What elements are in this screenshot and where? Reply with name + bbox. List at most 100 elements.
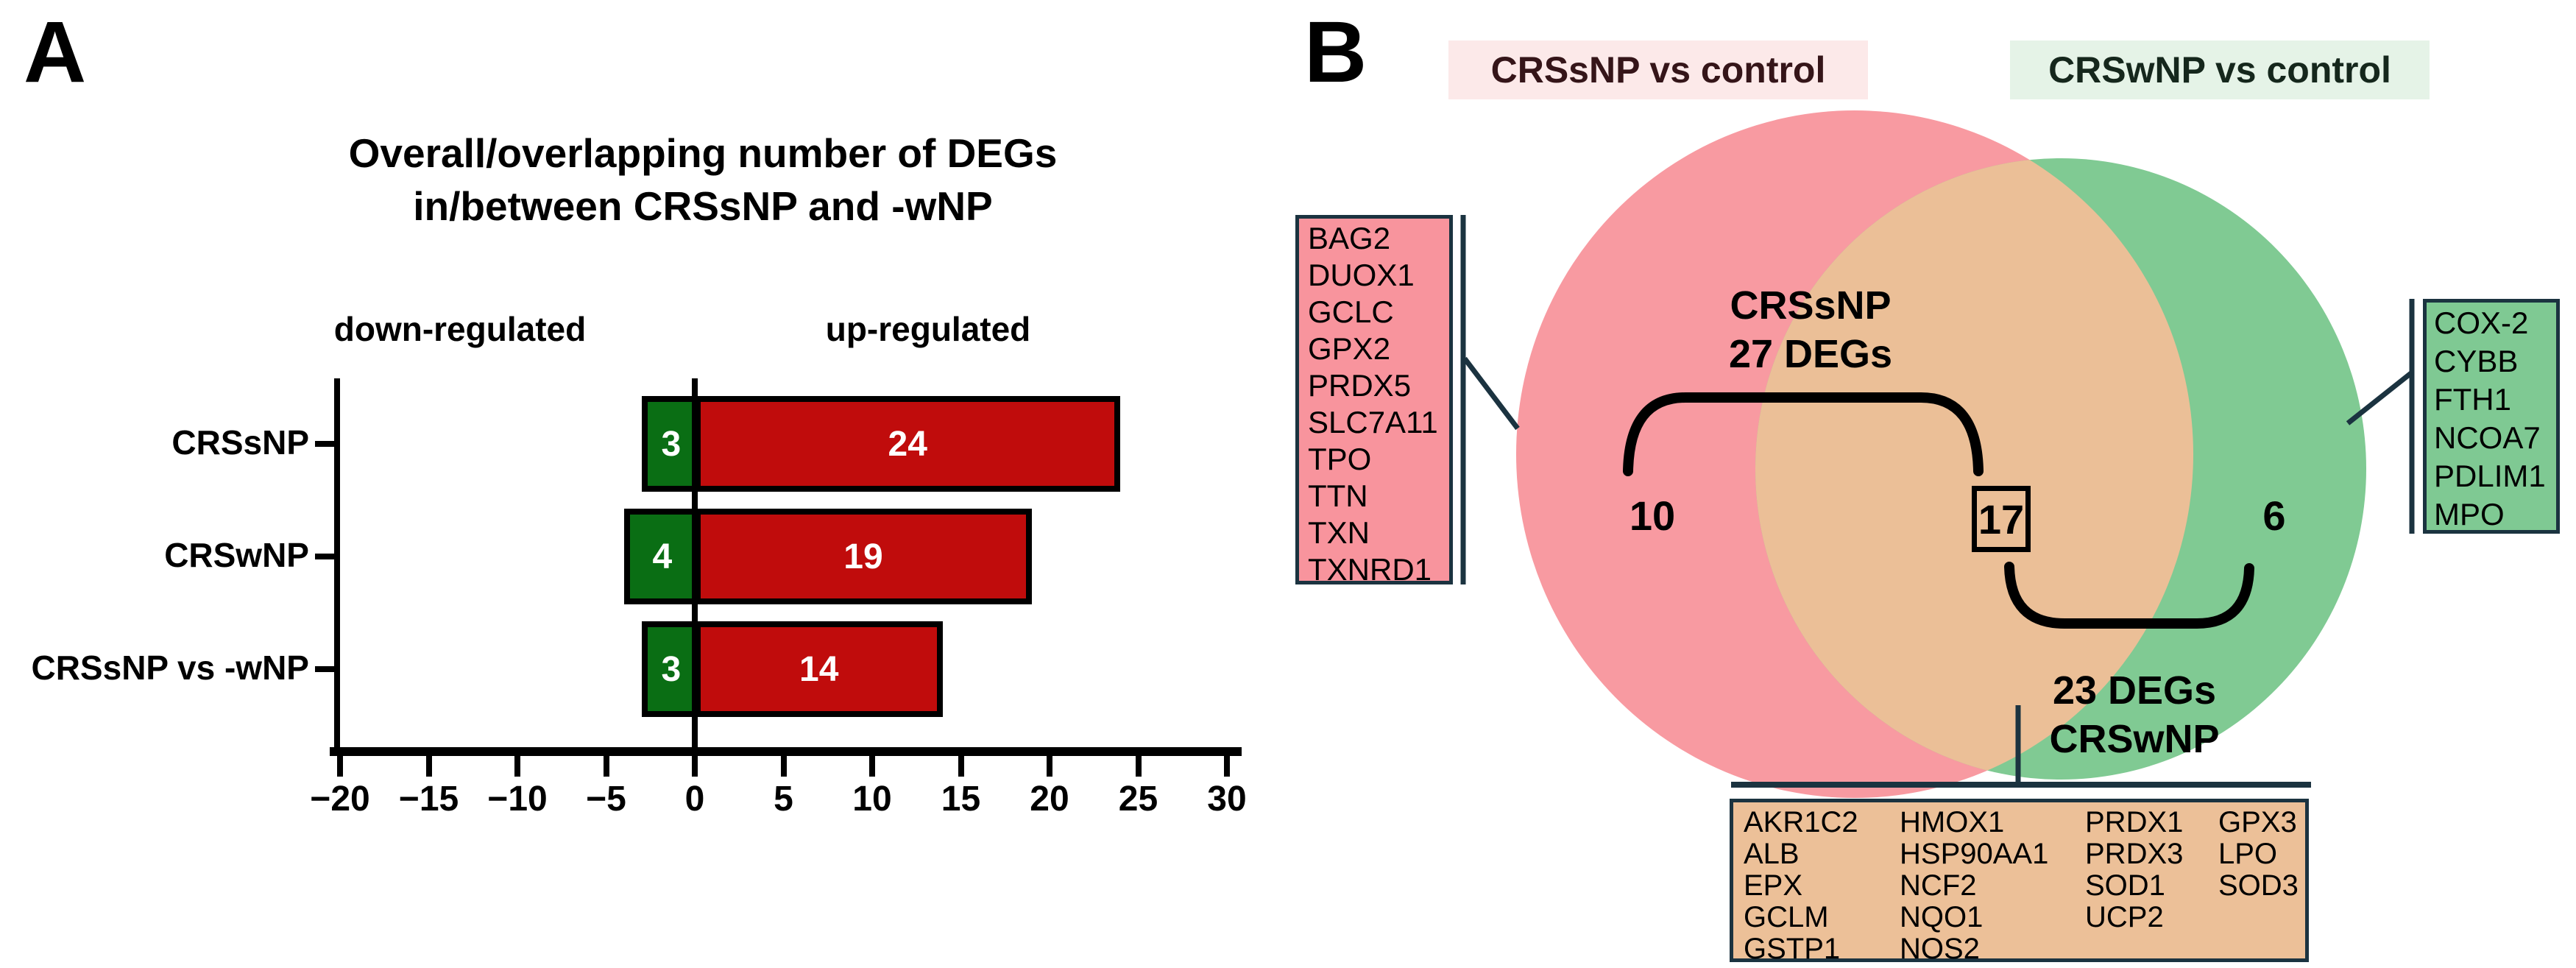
bar-up-CRSsNP: 24 (695, 396, 1121, 492)
x-axis-line (330, 747, 1242, 756)
overlap-gene-box: AKR1C2 ALB EPX GCLM GSTP1 HMOX1 HSP90AA1 NCF2 NQ… (1730, 799, 2309, 965)
venn-left-count: 10 (1629, 492, 1676, 539)
venn-left-header: CRSsNP vs control (1448, 40, 1868, 99)
overlap-box-gene: PRDX1 (2085, 806, 2184, 838)
right-box-gene: COX-2 (2434, 305, 2529, 340)
x-tick--5 (603, 756, 609, 777)
venn-right-header: CRSwNP vs control (2010, 40, 2430, 99)
overlap-box-gene: AKR1C2 (1744, 806, 1858, 838)
bar-up-value: 24 (888, 424, 927, 464)
x-tick--10 (514, 756, 520, 777)
x-tick-0 (692, 756, 698, 777)
overlap-box-gene: NCF2 (1900, 869, 1977, 902)
venn-right-count: 6 (2262, 492, 2286, 539)
venn-left-total-line2: 27 DEGs (1728, 332, 1893, 376)
chart-title: Overall/overlapping number of DEGs in/be… (224, 127, 1181, 233)
overlap-box-gene: GCLM (1744, 901, 1829, 933)
y-axis-line (334, 378, 340, 755)
venn-overlap-count-box: 17 (1972, 486, 2031, 552)
overlap-box-gene: EPX (1744, 869, 1803, 902)
bar-down-value: 4 (652, 537, 673, 576)
y-tick-CRSsNP (315, 441, 334, 447)
bar-down-value: 3 (661, 649, 682, 689)
x-tick-label-30: 30 (1207, 780, 1247, 819)
bar-down-CRSwNP: 4 (623, 509, 701, 604)
x-tick-25 (1135, 756, 1142, 777)
overlap-box-gene: UCP2 (2085, 901, 2164, 933)
zero-line (692, 378, 698, 747)
axis-group-label-up: up-regulated (825, 310, 1031, 348)
overlap-box-gene: HSP90AA1 (1900, 838, 2049, 870)
x-tick-label--20: −20 (310, 780, 370, 819)
x-tick--15 (425, 756, 432, 777)
x-tick-10 (869, 756, 875, 777)
bar-down-value: 3 (661, 424, 682, 464)
overlap-box-gene: LPO (2218, 838, 2278, 870)
right-box-gene: CYBB (2434, 344, 2519, 378)
y-tick-CRSwNP (315, 554, 334, 559)
right-box-callout-line (2346, 370, 2414, 425)
chart-title-line1: Overall/overlapping number of DEGs (348, 130, 1058, 176)
bar-down-CRSsNP: 3 (641, 396, 701, 492)
bar-up-value: 14 (799, 649, 839, 689)
overlap-box-gene: GPX3 (2218, 806, 2297, 838)
venn-right-total-line2: CRSwNP (2049, 717, 2220, 761)
overlap-box-column-3: PRDX1 PRDX3 SOD1 UCP2 (2085, 807, 2218, 958)
bar-up-CRSwNP: 19 (695, 509, 1032, 604)
x-tick-label-15: 15 (941, 780, 981, 819)
left-gene-box: BAG2 DUOX1 GCLC GPX2 PRDX5 SLC7A11 TPO TTN TXN TX… (1295, 215, 1453, 587)
overlap-box-gene: SOD1 (2085, 869, 2165, 902)
left-box-gene: SLC7A11 (1308, 405, 1438, 439)
axis-group-label-down: down-regulated (333, 310, 587, 348)
overlap-box-column-1: AKR1C2 ALB EPX GCLM GSTP1 (1744, 806, 1900, 965)
category-label-CRSwNP: CRSwNP (164, 536, 309, 574)
left-box-callout-line (1462, 356, 1520, 431)
panel-b-label: B (1304, 4, 1367, 101)
overlap-box-gene: GSTP1 (1744, 933, 1841, 965)
x-tick-label-5: 5 (774, 780, 793, 819)
venn-left-total-label: CRSsNP 27 DEGs (1582, 281, 2039, 378)
panel-a-label: A (24, 4, 87, 101)
y-tick-CRSsNP vs -wNP (315, 666, 334, 672)
left-box-gene: GPX2 (1308, 331, 1391, 366)
overlap-box-gene: SOD3 (2218, 869, 2299, 902)
brace-right-total (2004, 562, 2254, 629)
left-box-gene: TXNRD1 (1308, 552, 1432, 587)
x-tick-label--10: −10 (487, 780, 548, 819)
left-box-gene: TTN (1308, 478, 1368, 513)
left-box-gene: PRDX5 (1308, 368, 1412, 403)
brace-left-total (1623, 392, 1984, 476)
left-box-gene: DUOX1 (1308, 258, 1415, 292)
right-box-gene: MPO (2434, 497, 2505, 531)
right-box-gene: PDLIM1 (2434, 459, 2546, 493)
overlap-box-column-2: HMOX1 HSP90AA1 NCF2 NQO1 NOS2 (1900, 806, 2085, 965)
category-label-CRSsNP vs -wNP: CRSsNP vs -wNP (31, 649, 309, 687)
x-tick-15 (958, 756, 964, 777)
x-tick-5 (780, 756, 787, 777)
venn-overlap-count: 17 (1978, 495, 2025, 543)
venn-right-total-label: 23 DEGs CRSwNP (1906, 666, 2363, 763)
chart-title-line2: in/between CRSsNP and -wNP (413, 183, 993, 229)
left-box-gene: TPO (1308, 442, 1372, 476)
x-tick--20 (337, 756, 343, 777)
left-box-gene: BAG2 (1308, 221, 1391, 255)
venn-left-total-line1: CRSsNP (1730, 283, 1892, 328)
venn-right-total-line1: 23 DEGs (2052, 668, 2217, 713)
overlap-box-gene: HMOX1 (1900, 806, 2005, 838)
x-tick-label-0: 0 (684, 780, 705, 819)
x-tick-label-10: 10 (852, 780, 892, 819)
overlap-box-gene: NQO1 (1900, 901, 1984, 933)
overlap-box-gene: NOS2 (1900, 933, 1980, 965)
x-tick-label-25: 25 (1118, 780, 1158, 819)
bar-up-CRSsNP vs -wNP: 14 (695, 621, 944, 717)
bar-up-value: 19 (843, 537, 883, 576)
x-tick-label--5: −5 (586, 780, 626, 819)
overlap-box-gene: ALB (1744, 838, 1800, 870)
right-gene-box: COX-2 CYBB FTH1 NCOA7 PDLIM1 MPO (2423, 299, 2560, 534)
overlap-box-column-4: GPX3 LPO SOD3 (2218, 807, 2307, 958)
x-tick-label--15: −15 (398, 780, 459, 819)
x-tick-label-20: 20 (1030, 780, 1069, 819)
overlap-box-gene: PRDX3 (2085, 838, 2184, 870)
x-tick-20 (1047, 756, 1052, 777)
